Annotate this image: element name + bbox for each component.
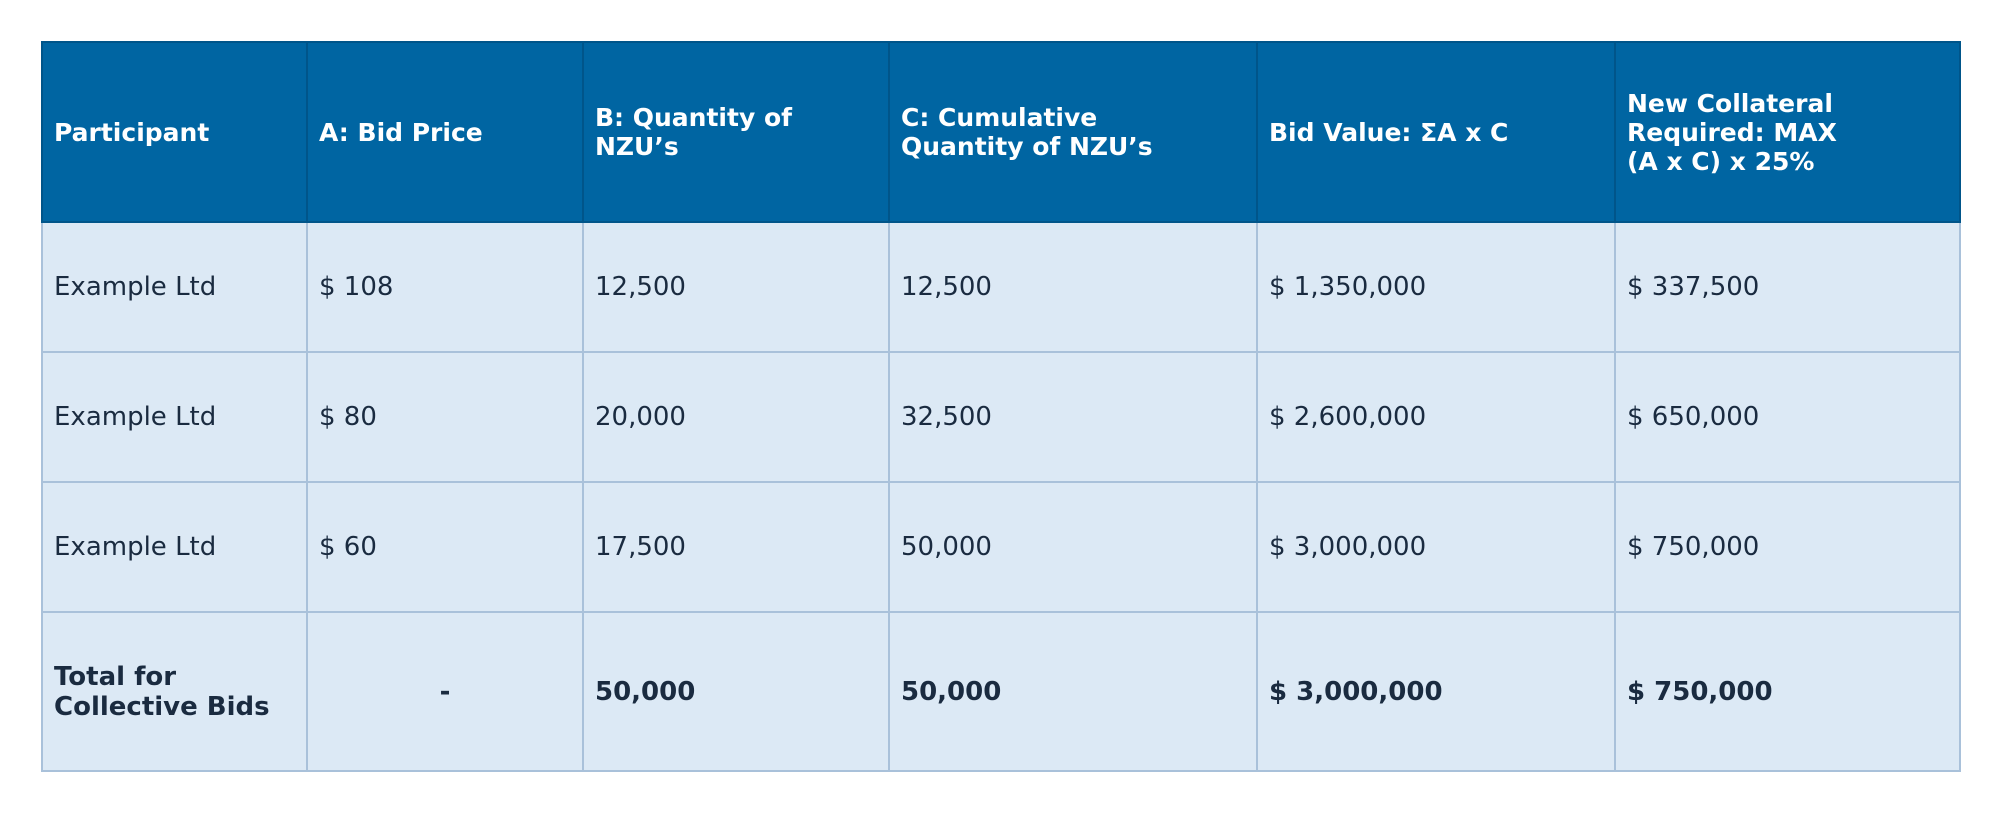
- cell-text: New Collateral: [1627, 88, 1833, 118]
- header-cell: C: Cumulative Quantity of NZU’s: [888, 41, 1258, 223]
- cell-text: Required: MAX: [1627, 117, 1837, 147]
- cell-text: 12,500: [901, 272, 992, 302]
- collateral-table: Participant A: Bid Price B: Quantity of NZU…: [41, 41, 1961, 772]
- data-row: Example Ltd $ 108 12,500 12,500 $ 1,350,000 $…: [41, 221, 1961, 353]
- data-cell: $ 750,000: [1614, 481, 1961, 613]
- cell-text: Example Ltd: [54, 272, 217, 302]
- total-cell: 50,000: [888, 611, 1258, 772]
- total-cell: -: [306, 611, 584, 772]
- cell-text: B: Quantity of: [595, 103, 792, 132]
- cell-text: 50,000: [595, 676, 696, 707]
- cell-text: Total for: [54, 661, 177, 692]
- cell-text: $ 80: [319, 402, 377, 432]
- header-cell: Bid Value: ΣA x C: [1256, 41, 1616, 223]
- cell-text: $ 650,000: [1627, 402, 1760, 432]
- header-cell: New Collateral Required: MAX (A x C) x 25%: [1614, 41, 1961, 223]
- total-cell: $ 3,000,000: [1256, 611, 1616, 772]
- header-cell: Participant: [41, 41, 308, 223]
- data-cell: 32,500: [888, 351, 1258, 483]
- cell-text: $ 337,500: [1627, 272, 1760, 302]
- cell-text: $ 60: [319, 532, 377, 562]
- total-cell: Total for Collective Bids: [41, 611, 308, 772]
- cell-text: Collective Bids: [54, 691, 270, 722]
- data-cell: $ 108: [306, 221, 584, 353]
- cell-text: (A x C) x 25%: [1627, 146, 1815, 176]
- data-cell: $ 3,000,000: [1256, 481, 1616, 613]
- data-cell: 50,000: [888, 481, 1258, 613]
- data-cell: 12,500: [582, 221, 890, 353]
- cell-text: $ 750,000: [1627, 676, 1773, 707]
- data-cell: 17,500: [582, 481, 890, 613]
- cell-text: 17,500: [595, 532, 686, 562]
- cell-text: $ 3,000,000: [1269, 676, 1443, 707]
- data-cell: Example Ltd: [41, 481, 308, 613]
- cell-text: $ 1,350,000: [1269, 272, 1427, 302]
- total-cell: 50,000: [582, 611, 890, 772]
- cell-text: 12,500: [595, 272, 686, 302]
- cell-text: Bid Value: ΣA x C: [1269, 117, 1509, 147]
- cell-text: $ 750,000: [1627, 532, 1760, 562]
- data-cell: Example Ltd: [41, 351, 308, 483]
- cell-text: 50,000: [901, 676, 1002, 707]
- cell-text: 20,000: [595, 402, 686, 432]
- cell-text: $ 2,600,000: [1269, 402, 1427, 432]
- data-cell: $ 60: [306, 481, 584, 613]
- table-body: Example Ltd $ 108 12,500 12,500 $ 1,350,000 $…: [41, 221, 1961, 772]
- header-row: Participant A: Bid Price B: Quantity of NZU…: [41, 41, 1961, 223]
- data-cell: 20,000: [582, 351, 890, 483]
- data-row: Example Ltd $ 60 17,500 50,000 $ 3,000,000 $ …: [41, 481, 1961, 613]
- cell-text: C: Cumulative: [901, 103, 1098, 132]
- data-cell: $ 80: [306, 351, 584, 483]
- cell-text: $ 3,000,000: [1269, 532, 1427, 562]
- data-cell: $ 337,500: [1614, 221, 1961, 353]
- data-cell: $ 650,000: [1614, 351, 1961, 483]
- cell-text: A: Bid Price: [319, 117, 483, 147]
- data-row: Example Ltd $ 80 20,000 32,500 $ 2,600,000 $ …: [41, 351, 1961, 483]
- cell-text: 50,000: [901, 532, 992, 562]
- cell-text: -: [439, 676, 451, 707]
- cell-text: Quantity of NZU’s: [901, 132, 1153, 161]
- data-cell: $ 2,600,000: [1256, 351, 1616, 483]
- cell-text: Example Ltd: [54, 402, 217, 432]
- data-cell: Example Ltd: [41, 221, 308, 353]
- cell-text: 32,500: [901, 402, 992, 432]
- cell-text: Participant: [54, 117, 210, 147]
- data-cell: 12,500: [888, 221, 1258, 353]
- data-cell: $ 1,350,000: [1256, 221, 1616, 353]
- header-cell: A: Bid Price: [306, 41, 584, 223]
- header-cell: B: Quantity of NZU’s: [582, 41, 890, 223]
- cell-text: $ 108: [319, 272, 394, 302]
- total-row: Total for Collective Bids - 50,000 50,000 $ 3…: [41, 611, 1961, 772]
- total-cell: $ 750,000: [1614, 611, 1961, 772]
- cell-text: NZU’s: [595, 132, 679, 161]
- cell-text: Example Ltd: [54, 532, 217, 562]
